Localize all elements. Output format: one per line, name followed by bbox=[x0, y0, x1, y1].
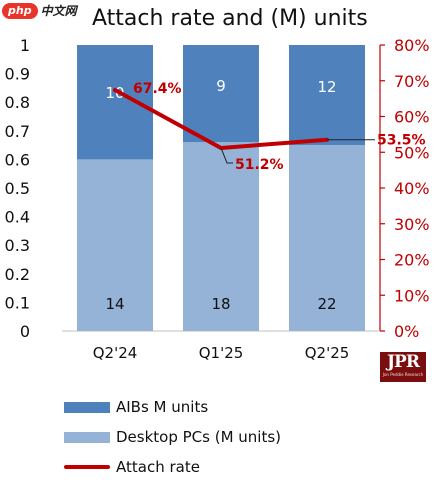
rate-label: 53.5% bbox=[377, 133, 426, 149]
right-axis-tick-label: 50% bbox=[394, 143, 430, 162]
bar-value-label-aibs: 9 bbox=[216, 77, 226, 95]
legend-label-desktop: Desktop PCs (M units) bbox=[116, 428, 282, 446]
bar-value-label-aibs: 10 bbox=[105, 84, 124, 102]
chart-title: Attach rate and (M) units bbox=[92, 6, 368, 31]
bar-value-label-desktop: 18 bbox=[211, 295, 230, 313]
category-label: Q2'25 bbox=[305, 344, 350, 362]
bar-value-label-aibs: 12 bbox=[317, 78, 336, 96]
watermark-logo: php 中文网 bbox=[2, 2, 77, 19]
left-axis-tick-label: 0.5 bbox=[5, 179, 30, 198]
category-label: Q2'24 bbox=[93, 344, 138, 362]
bar-aibs bbox=[77, 45, 153, 160]
right-axis-tick-label: 0% bbox=[394, 322, 419, 341]
legend-item-aibs: AIBs M units bbox=[64, 392, 281, 422]
category-label: Q1'25 bbox=[199, 344, 244, 362]
rate-label: 51.2% bbox=[235, 157, 284, 173]
rate-label: 67.4% bbox=[133, 81, 182, 97]
logo-main-text: JPR bbox=[387, 352, 420, 372]
bar-aibs bbox=[289, 45, 365, 146]
chart-canvas: 00.10.20.30.40.50.60.70.80.910%10%20%30%… bbox=[5, 36, 430, 362]
rate-leader-line bbox=[220, 147, 233, 164]
legend-swatch-aibs bbox=[64, 401, 110, 413]
left-axis-tick-label: 0.3 bbox=[5, 236, 30, 255]
legend-swatch-rate bbox=[64, 465, 110, 469]
legend-swatch-desktop bbox=[64, 431, 110, 443]
watermark-text: 中文网 bbox=[40, 4, 77, 18]
right-axis-tick-label: 40% bbox=[394, 179, 430, 198]
right-axis-tick-label: 10% bbox=[394, 286, 430, 305]
jpr-logo: JPR Jon Peddie Research bbox=[380, 352, 426, 382]
right-axis-tick-label: 70% bbox=[394, 72, 430, 91]
bar-desktop bbox=[77, 159, 153, 331]
left-axis-tick-label: 0.8 bbox=[5, 93, 30, 112]
logo-sub-text: Jon Peddie Research bbox=[382, 372, 424, 377]
bar-aibs bbox=[183, 45, 259, 143]
legend-label-rate: Attach rate bbox=[116, 458, 200, 476]
right-axis-tick-label: 30% bbox=[394, 215, 430, 234]
left-axis-tick-label: 0.4 bbox=[5, 208, 30, 227]
legend-item-rate: Attach rate bbox=[64, 452, 281, 482]
right-axis-tick-label: 20% bbox=[394, 251, 430, 270]
legend-label-aibs: AIBs M units bbox=[116, 398, 209, 416]
left-axis-tick-label: 0.2 bbox=[5, 265, 30, 284]
bar-desktop bbox=[183, 142, 259, 331]
watermark-badge: php bbox=[2, 2, 38, 19]
legend-item-desktop: Desktop PCs (M units) bbox=[64, 422, 281, 452]
left-axis-tick-label: 0.1 bbox=[5, 293, 30, 312]
left-axis-tick-label: 0.6 bbox=[5, 150, 30, 169]
legend: AIBs M units Desktop PCs (M units) Attac… bbox=[64, 392, 281, 482]
left-axis-tick-label: 0.7 bbox=[5, 122, 30, 141]
right-axis-tick-label: 80% bbox=[394, 36, 430, 55]
bar-value-label-desktop: 22 bbox=[317, 295, 336, 313]
bar-value-label-desktop: 14 bbox=[105, 295, 124, 313]
left-axis-tick-label: 0 bbox=[20, 322, 30, 341]
left-axis-tick-label: 1 bbox=[20, 36, 30, 55]
left-axis-tick-label: 0.9 bbox=[5, 65, 30, 84]
right-axis-tick-label: 60% bbox=[394, 108, 430, 127]
bar-desktop bbox=[289, 145, 365, 331]
